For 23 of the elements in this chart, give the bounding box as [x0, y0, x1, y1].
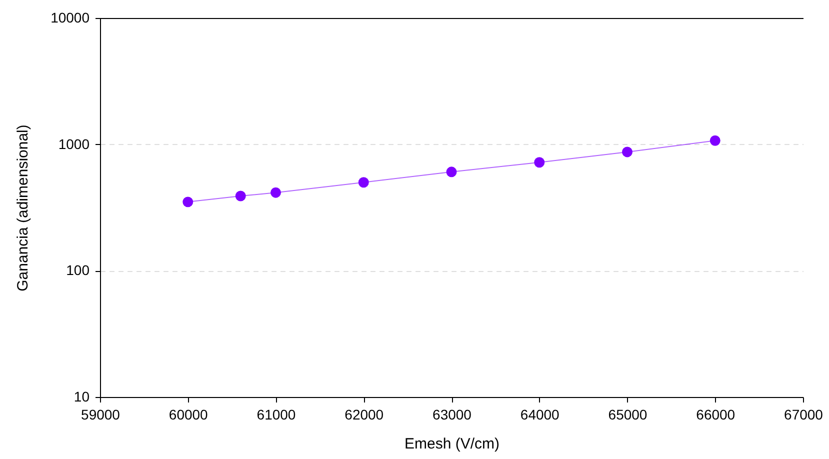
- point: [446, 166, 457, 178]
- x-tick-label: 62000: [344, 406, 384, 422]
- x-tick-label: 63000: [432, 406, 472, 422]
- x-tick-label: 65000: [608, 406, 648, 422]
- x-tick-label: 61000: [256, 406, 296, 422]
- y-tick-label: 10: [74, 388, 90, 404]
- x-axis-title: Emesh (V/cm): [404, 436, 500, 452]
- x-tick-label: 60000: [168, 406, 208, 422]
- point: [534, 157, 545, 168]
- y-axis-title: Ganancia (adimensional): [14, 124, 32, 292]
- y-tick-label: 1000: [58, 136, 90, 152]
- x-tick-label: 67000: [784, 406, 824, 422]
- point: [622, 146, 632, 158]
- point: [270, 187, 281, 198]
- point: [358, 177, 369, 188]
- y-tick-label: 10000: [50, 10, 90, 26]
- x-tick-label: 64000: [520, 406, 560, 422]
- x-tick-label: 66000: [696, 406, 736, 422]
- point: [182, 196, 194, 208]
- x-tick-label: 59000: [81, 406, 120, 422]
- point: [235, 190, 246, 202]
- point: [710, 135, 720, 146]
- y-tick-label: 100: [66, 262, 90, 278]
